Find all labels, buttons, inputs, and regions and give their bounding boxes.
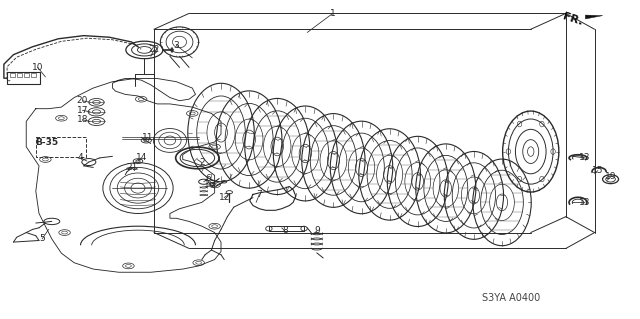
Text: 13: 13 — [579, 153, 591, 162]
Text: 12: 12 — [218, 193, 230, 202]
Text: 8: 8 — [282, 226, 288, 235]
Polygon shape — [586, 15, 603, 19]
Text: B-35: B-35 — [35, 138, 58, 147]
Text: 20: 20 — [77, 96, 88, 105]
Text: FR.: FR. — [561, 11, 584, 27]
Text: 15: 15 — [592, 166, 604, 175]
Text: 17: 17 — [77, 106, 88, 115]
Text: 10: 10 — [32, 63, 44, 72]
Text: 7: 7 — [257, 190, 262, 199]
Text: 18: 18 — [77, 115, 88, 124]
Text: S3YA A0400: S3YA A0400 — [483, 293, 541, 303]
Text: 1: 1 — [330, 9, 335, 18]
Text: 2: 2 — [199, 158, 205, 167]
Text: 22: 22 — [148, 45, 159, 55]
Text: 14: 14 — [136, 153, 147, 162]
Text: 19: 19 — [605, 173, 616, 182]
Text: 5: 5 — [39, 234, 45, 243]
Bar — [36, 137, 86, 157]
Text: 21: 21 — [126, 163, 138, 172]
Bar — [7, 72, 40, 84]
Bar — [31, 73, 36, 77]
Bar — [10, 73, 15, 77]
Bar — [24, 73, 29, 77]
Text: 4: 4 — [77, 153, 83, 162]
Text: 11: 11 — [142, 133, 154, 142]
Text: 16: 16 — [204, 181, 216, 189]
Text: 13: 13 — [579, 198, 591, 207]
Bar — [17, 73, 22, 77]
Text: 9: 9 — [314, 226, 320, 235]
Text: 3: 3 — [173, 41, 179, 50]
Bar — [269, 226, 304, 231]
Text: 6: 6 — [205, 174, 211, 183]
